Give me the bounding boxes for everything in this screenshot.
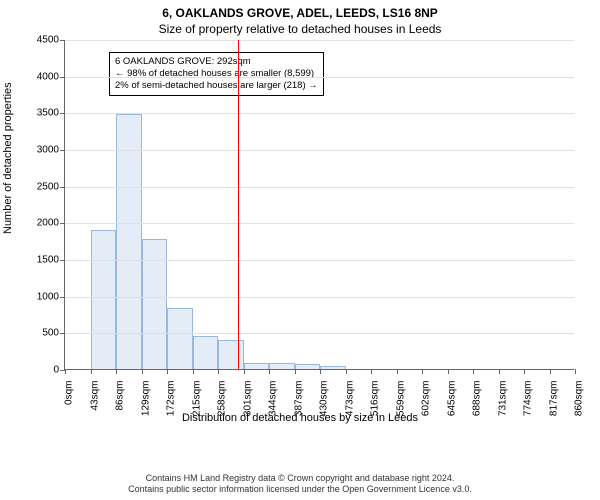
chart-title-main: 6, OAKLANDS GROVE, ADEL, LEEDS, LS16 8NP xyxy=(0,0,600,20)
y-tick-label: 1500 xyxy=(37,255,65,266)
x-tick-mark xyxy=(371,369,372,374)
y-tick-label: 4000 xyxy=(37,71,65,82)
x-tick-mark xyxy=(550,369,551,374)
x-tick-label: 172sqm xyxy=(166,375,177,417)
y-gridline xyxy=(65,187,574,188)
annotation-line3: 2% of semi-detached houses are larger (2… xyxy=(115,80,318,92)
x-tick-label: 215sqm xyxy=(191,375,202,417)
x-tick-label: 688sqm xyxy=(472,375,483,417)
histogram-bar xyxy=(295,364,321,369)
histogram-bar xyxy=(269,363,295,369)
annotation-box: 6 OAKLANDS GROVE: 292sqm ← 98% of detach… xyxy=(109,52,324,96)
x-tick-mark xyxy=(448,369,449,374)
x-tick-label: 602sqm xyxy=(421,375,432,417)
x-tick-mark xyxy=(193,369,194,374)
x-tick-label: 430sqm xyxy=(319,375,330,417)
x-tick-mark xyxy=(244,369,245,374)
plot-area: 6 OAKLANDS GROVE: 292sqm ← 98% of detach… xyxy=(64,40,574,370)
x-axis-label: Distribution of detached houses by size … xyxy=(0,412,600,424)
histogram-bar xyxy=(116,114,142,369)
chart-area: Number of detached properties 6 OAKLANDS… xyxy=(0,34,600,444)
x-tick-label: 43sqm xyxy=(89,375,100,411)
y-tick-label: 3000 xyxy=(37,145,65,156)
y-tick-label: 2500 xyxy=(37,181,65,192)
x-tick-mark xyxy=(397,369,398,374)
histogram-bar xyxy=(320,366,346,369)
x-tick-mark xyxy=(346,369,347,374)
x-tick-mark xyxy=(142,369,143,374)
annotation-line1: 6 OAKLANDS GROVE: 292sqm xyxy=(115,56,318,68)
x-tick-label: 473sqm xyxy=(344,375,355,417)
histogram-bar xyxy=(142,239,168,369)
footer-attribution: Contains HM Land Registry data © Crown c… xyxy=(0,473,600,496)
x-tick-label: 0sqm xyxy=(64,375,75,405)
histogram-bar xyxy=(167,308,193,369)
reference-line xyxy=(238,40,239,369)
y-tick-label: 3500 xyxy=(37,108,65,119)
x-tick-label: 516sqm xyxy=(370,375,381,417)
x-tick-mark xyxy=(499,369,500,374)
y-tick-label: 4500 xyxy=(37,35,65,46)
y-axis-label: Number of detached properties xyxy=(2,82,14,234)
x-tick-mark xyxy=(65,369,66,374)
x-tick-mark xyxy=(473,369,474,374)
x-tick-label: 774sqm xyxy=(523,375,534,417)
x-tick-label: 645sqm xyxy=(446,375,457,417)
x-tick-mark xyxy=(422,369,423,374)
y-gridline xyxy=(65,260,574,261)
x-tick-label: 860sqm xyxy=(574,375,585,417)
histogram-bar xyxy=(91,230,117,369)
x-tick-label: 559sqm xyxy=(395,375,406,417)
x-tick-mark xyxy=(218,369,219,374)
y-tick-label: 2000 xyxy=(37,218,65,229)
x-tick-label: 731sqm xyxy=(497,375,508,417)
y-tick-label: 500 xyxy=(42,328,65,339)
x-tick-label: 817sqm xyxy=(548,375,559,417)
x-tick-label: 301sqm xyxy=(242,375,253,417)
histogram-bar xyxy=(193,336,219,369)
y-gridline xyxy=(65,297,574,298)
y-gridline xyxy=(65,223,574,224)
footer-line1: Contains HM Land Registry data © Crown c… xyxy=(0,473,600,485)
y-gridline xyxy=(65,113,574,114)
y-gridline xyxy=(65,77,574,78)
x-tick-mark xyxy=(575,369,576,374)
footer-line2: Contains public sector information licen… xyxy=(0,484,600,496)
histogram-bar xyxy=(244,363,270,369)
y-tick-label: 1000 xyxy=(37,291,65,302)
x-tick-mark xyxy=(320,369,321,374)
annotation-line2: ← 98% of detached houses are smaller (8,… xyxy=(115,68,318,80)
x-tick-mark xyxy=(524,369,525,374)
x-tick-label: 258sqm xyxy=(217,375,228,417)
x-tick-label: 86sqm xyxy=(115,375,126,411)
x-tick-mark xyxy=(116,369,117,374)
x-tick-mark xyxy=(269,369,270,374)
x-tick-label: 129sqm xyxy=(140,375,151,417)
y-gridline xyxy=(65,150,574,151)
y-gridline xyxy=(65,333,574,334)
y-gridline xyxy=(65,40,574,41)
x-tick-label: 344sqm xyxy=(268,375,279,417)
histogram-bar xyxy=(218,340,244,369)
x-tick-label: 387sqm xyxy=(293,375,304,417)
x-tick-mark xyxy=(167,369,168,374)
x-tick-mark xyxy=(91,369,92,374)
x-tick-mark xyxy=(295,369,296,374)
